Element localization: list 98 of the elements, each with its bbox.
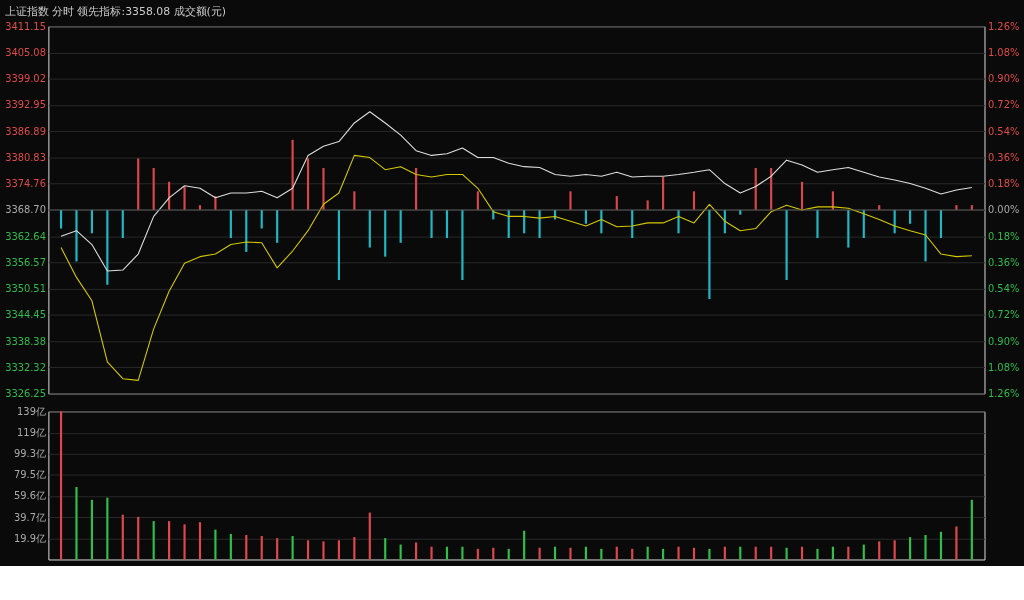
bar [893,540,896,560]
bar [816,209,819,239]
chart-title: 上证指数 分时 领先指标:3358.08 成交额(元) [4,5,226,19]
bar [198,522,202,560]
bar [137,158,140,210]
bar [121,514,124,560]
bar [816,548,819,560]
y-tick-label: 79.5亿 [13,469,46,481]
bar [260,536,263,560]
y-tick-label: 3380.83 [5,151,46,163]
bar [415,542,418,560]
y-tick-label: 99.3亿 [13,448,46,460]
line-series [60,111,973,272]
y2-tick-label: 0.36% [987,151,1020,163]
y-tick-label: 19.9亿 [13,532,46,544]
y-tick-label: 139亿 [17,405,46,417]
y-tick-label: 59.6亿 [13,490,46,502]
bar [368,512,371,560]
bar [306,158,310,210]
y-tick-label: 39.7亿 [13,511,46,523]
bar [384,209,387,257]
bar [692,191,696,210]
bar [924,209,927,262]
bar [909,537,912,560]
bar [59,209,63,229]
bar [337,209,340,281]
bar [677,546,680,560]
bar [461,209,464,281]
bar [353,191,356,210]
bar [662,177,665,210]
bar [306,540,310,560]
y-tick-label: 3392.95 [5,99,46,111]
y-tick-label: 3356.57 [5,256,46,268]
y2-tick-label: 0.00% [987,204,1020,216]
bar [152,167,155,210]
y-tick-label: 3386.89 [5,125,46,137]
y2-tick-label: 0.90% [987,335,1020,347]
bar [260,209,263,229]
y2-tick-label: 1.26% [987,20,1020,32]
bar [368,209,371,248]
bar [847,209,850,248]
bar [59,411,63,560]
bar [168,521,171,560]
bar [399,209,402,243]
bar [878,541,881,560]
bar [322,167,325,210]
y-tick-label: 3411.15 [5,20,46,32]
bar [152,521,155,560]
bar [137,516,140,560]
y2-tick-label: 0.54% [987,125,1020,137]
y2-tick-label: 0.18% [987,178,1020,190]
bar [322,541,325,560]
y-tick-label: 3338.38 [5,335,46,347]
y-tick-label: 119亿 [17,427,46,439]
y2-tick-label: 0.54% [987,283,1020,295]
bar [430,209,433,239]
bar [384,538,387,560]
line-series [60,154,973,381]
bar [708,209,711,300]
bar [276,209,279,243]
bar [569,191,572,210]
bar [183,186,186,210]
bar [476,191,479,210]
bar [924,534,927,560]
bar [90,499,93,560]
y-tick-label: 3405.08 [5,46,46,58]
bar [955,526,958,560]
y2-tick-label: 0.36% [987,256,1020,268]
bar [291,536,294,560]
y2-tick-label: 0.72% [987,99,1020,111]
y2-tick-label: 1.08% [987,46,1020,58]
y2-tick-label: 1.26% [987,388,1020,400]
y-tick-label: 3374.76 [5,178,46,190]
bar [353,537,356,560]
bar [785,209,788,281]
y-tick-label: 3368.70 [5,204,46,216]
bar [337,540,340,560]
y-tick-label: 3399.02 [5,73,46,85]
y-tick-label: 3326.25 [5,388,46,400]
y-tick-label: 3344.45 [5,309,46,321]
y-tick-label: 3332.32 [5,361,46,373]
y2-tick-label: 0.72% [987,309,1020,321]
y2-tick-label: 1.08% [987,361,1020,373]
bar [939,531,943,560]
bar [970,499,973,560]
bar [214,529,217,560]
bar [569,547,572,560]
bar [276,538,279,560]
y2-tick-label: 0.18% [987,230,1020,242]
y2-tick-label: 0.90% [987,73,1020,85]
bar [75,209,78,262]
bar [75,487,78,560]
bar [183,524,186,560]
bar [106,497,109,560]
y-tick-label: 3362.64 [5,230,46,242]
y-tick-label: 3350.51 [5,283,46,295]
bar [430,546,433,560]
bar [245,534,248,560]
